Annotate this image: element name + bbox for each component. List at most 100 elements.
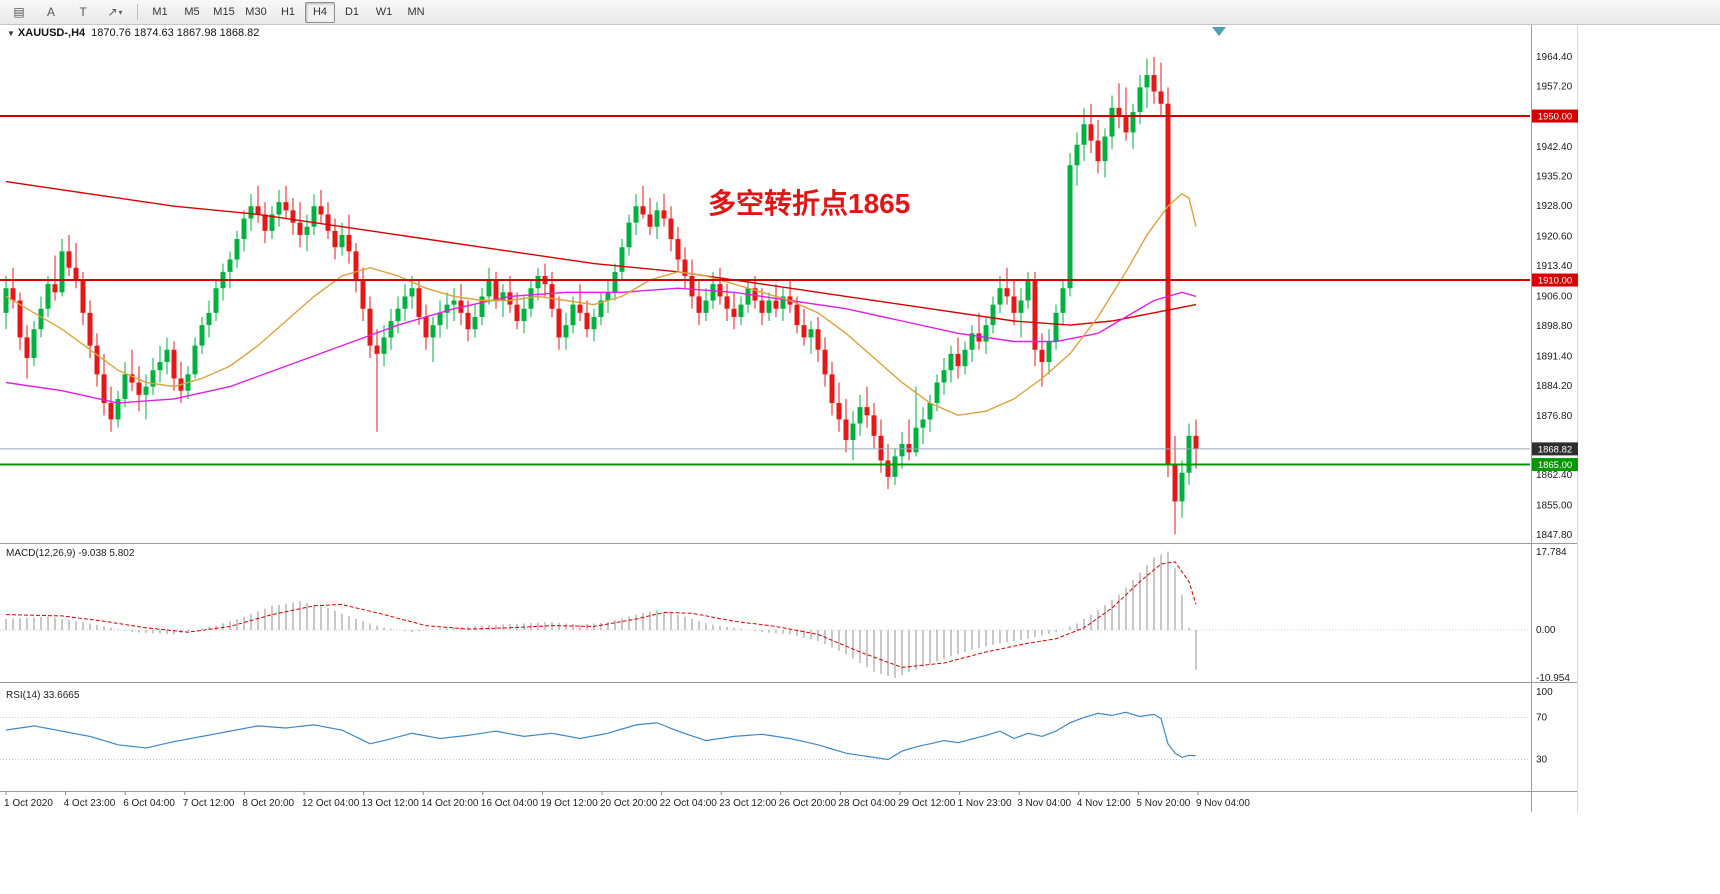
candle-up bbox=[920, 419, 926, 428]
macd-pane: 17.784 0.00 -10.954 bbox=[0, 547, 1570, 684]
candle-up bbox=[948, 353, 954, 371]
candle-up bbox=[402, 296, 408, 309]
chart-type-icon[interactable]: ▤ bbox=[13, 5, 25, 19]
candlestick-series bbox=[3, 57, 1199, 535]
candle-down bbox=[577, 304, 583, 313]
candle-down bbox=[514, 304, 520, 322]
candle-up bbox=[1053, 312, 1059, 342]
svg-text:1868.82: 1868.82 bbox=[1538, 444, 1572, 455]
candle-down bbox=[374, 345, 380, 354]
candle-down bbox=[297, 222, 303, 235]
candle-up bbox=[654, 210, 660, 227]
timeframe-w1-button[interactable]: W1 bbox=[375, 6, 393, 18]
rsi-line bbox=[5, 711, 1197, 761]
candle-down bbox=[80, 280, 86, 313]
candle-down bbox=[66, 251, 72, 268]
candle-up bbox=[409, 288, 415, 297]
candle-down bbox=[1172, 464, 1178, 502]
candle-up bbox=[808, 329, 814, 338]
candle-up bbox=[122, 374, 128, 399]
price-badge bbox=[1532, 458, 1578, 472]
candle-up bbox=[1186, 435, 1192, 473]
text-label-tool[interactable]: A bbox=[46, 5, 55, 19]
timeframe-mn-button[interactable]: MN bbox=[407, 6, 425, 18]
candle-down bbox=[682, 259, 688, 276]
timeframe-h1-button[interactable]: H1 bbox=[280, 6, 296, 18]
candle-up bbox=[535, 275, 541, 289]
svg-text:1862.40: 1862.40 bbox=[1536, 470, 1573, 481]
chart-annotation-text[interactable]: 多空转折点1865 bbox=[708, 188, 911, 219]
svg-text:28 Oct 04:00: 28 Oct 04:00 bbox=[838, 798, 896, 809]
candle-up bbox=[710, 284, 716, 301]
candle-down bbox=[10, 288, 16, 301]
svg-text:1942.40: 1942.40 bbox=[1536, 142, 1573, 153]
candle-down bbox=[815, 329, 821, 350]
svg-text:16 Oct 04:00: 16 Oct 04:00 bbox=[481, 798, 539, 809]
candle-up bbox=[983, 325, 989, 342]
candle-down bbox=[325, 214, 331, 231]
svg-text:1910.00: 1910.00 bbox=[1538, 276, 1572, 287]
candle-down bbox=[17, 300, 23, 338]
candle-down bbox=[73, 267, 79, 281]
candle-down bbox=[24, 337, 30, 358]
svg-text:26 Oct 20:00: 26 Oct 20:00 bbox=[779, 798, 837, 809]
candle-down bbox=[556, 308, 562, 338]
candle-up bbox=[192, 345, 198, 375]
candle-up bbox=[738, 304, 744, 317]
svg-text:1884.20: 1884.20 bbox=[1536, 381, 1573, 392]
candle-down bbox=[549, 284, 555, 309]
candle-down bbox=[836, 403, 842, 420]
svg-text:1920.60: 1920.60 bbox=[1536, 232, 1573, 243]
timeframe-m5-button[interactable]: M5 bbox=[184, 6, 200, 18]
candle-up bbox=[570, 304, 576, 326]
time-axis[interactable]: 1 Oct 2020 4 Oct 23:00 6 Oct 04:00 7 Oct 12… bbox=[4, 791, 1250, 810]
candle-down bbox=[647, 214, 653, 227]
candle-down bbox=[661, 210, 667, 219]
svg-text:13 Oct 12:00: 13 Oct 12:00 bbox=[362, 798, 420, 809]
rsi-pane: 100 70 30 bbox=[0, 687, 1553, 766]
candle-down bbox=[871, 415, 877, 436]
drawing-tools-dropdown[interactable]: ↗ ▾ bbox=[107, 5, 123, 19]
candle-up bbox=[276, 202, 282, 215]
candle-up bbox=[766, 300, 772, 313]
candle-up bbox=[892, 456, 898, 477]
candle-down bbox=[1011, 296, 1017, 313]
svg-text:1876.80: 1876.80 bbox=[1536, 411, 1573, 422]
candle-down bbox=[1193, 435, 1199, 449]
candle-down bbox=[101, 374, 107, 404]
candle-up bbox=[1130, 111, 1136, 133]
timeframe-m15-button[interactable]: M15 bbox=[213, 6, 235, 18]
candle-up bbox=[1074, 144, 1080, 166]
candle-down bbox=[731, 308, 737, 317]
svg-text:3 Nov 04:00: 3 Nov 04:00 bbox=[1017, 798, 1071, 809]
text-tool[interactable]: T bbox=[79, 5, 87, 19]
timeframe-d1-button[interactable]: D1 bbox=[344, 6, 360, 18]
price-axis[interactable]: 1964.40 1957.20 1942.40 1935.20 1928.00 1920.… bbox=[1536, 52, 1573, 541]
candle-up bbox=[899, 444, 905, 457]
svg-text:1891.40: 1891.40 bbox=[1536, 351, 1573, 362]
candle-up bbox=[563, 325, 569, 338]
candle-down bbox=[724, 296, 730, 309]
candle-down bbox=[668, 218, 674, 240]
candle-up bbox=[59, 251, 65, 293]
price-badge bbox=[1532, 442, 1578, 456]
timeframe-m1-button[interactable]: M1 bbox=[152, 6, 168, 18]
chevron-down-icon[interactable]: ▼ bbox=[7, 29, 15, 38]
candle-down bbox=[129, 374, 135, 383]
candle-down bbox=[1165, 103, 1171, 465]
timeframe-h4-button[interactable]: H4 bbox=[305, 1, 335, 23]
candle-up bbox=[437, 312, 443, 326]
svg-text:6 Oct 04:00: 6 Oct 04:00 bbox=[123, 798, 175, 809]
timeframe-m30-button[interactable]: M30 bbox=[245, 6, 267, 18]
candle-up bbox=[381, 337, 387, 354]
candle-up bbox=[311, 206, 317, 227]
svg-text:1950.00: 1950.00 bbox=[1538, 112, 1572, 123]
shift-marker-icon[interactable] bbox=[1212, 27, 1226, 36]
candle-down bbox=[885, 460, 891, 477]
candle-up bbox=[143, 386, 149, 395]
candle-down bbox=[465, 312, 471, 330]
candle-up bbox=[479, 296, 485, 317]
candle-down bbox=[1151, 75, 1157, 92]
pane-separators bbox=[0, 24, 1578, 812]
candle-down bbox=[864, 407, 870, 416]
